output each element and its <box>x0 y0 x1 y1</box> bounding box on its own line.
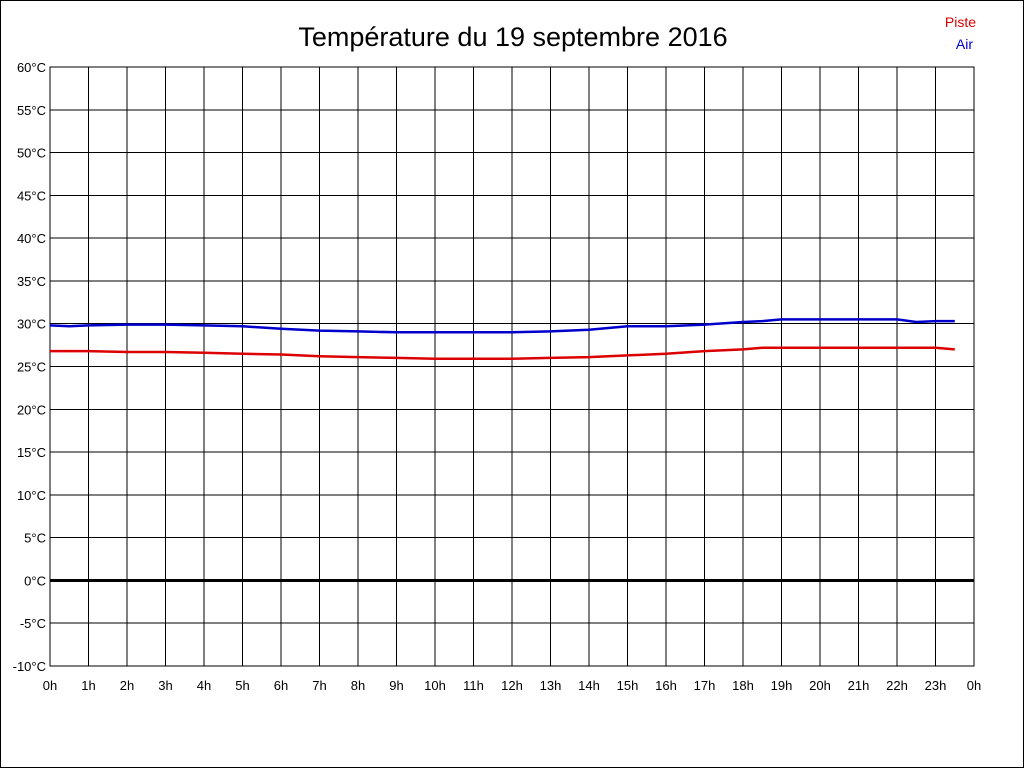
y-tick-label: 50°C <box>17 146 46 161</box>
x-tick-label: 17h <box>694 678 716 693</box>
chart-grid <box>49 66 975 667</box>
x-tick-label: 12h <box>501 678 523 693</box>
x-tick-label: 5h <box>235 678 249 693</box>
x-tick-label: 7h <box>312 678 326 693</box>
x-tick-label: 19h <box>771 678 793 693</box>
y-tick-label: 20°C <box>17 402 46 417</box>
x-tick-label: 21h <box>848 678 870 693</box>
y-tick-label: 0°C <box>24 573 46 588</box>
x-tick-label: 18h <box>732 678 754 693</box>
y-tick-label: 60°C <box>17 60 46 75</box>
y-axis: 60°C 55°C 50°C 45°C 40°C 35°C 30°C 25°C 20°C 15°C… <box>13 60 46 674</box>
x-tick-label: 13h <box>540 678 562 693</box>
y-tick-label: 40°C <box>17 231 46 246</box>
y-tick-label: 10°C <box>17 488 46 503</box>
y-tick-label: 55°C <box>17 103 46 118</box>
x-tick-label: 20h <box>809 678 831 693</box>
series-layer <box>49 318 955 361</box>
x-tick-label: 10h <box>424 678 446 693</box>
y-tick-label: 35°C <box>17 274 46 289</box>
y-tick-label: 25°C <box>17 360 46 375</box>
x-tick-label: 0h <box>43 678 57 693</box>
legend-entry-piste: Piste <box>945 14 976 30</box>
y-tick-label: 30°C <box>17 317 46 332</box>
x-tick-label: 11h <box>463 678 484 693</box>
y-tick-label: -5°C <box>20 616 46 631</box>
x-tick-label: 2h <box>120 678 134 693</box>
y-tick-label: -10°C <box>13 659 46 674</box>
series-line-air <box>49 318 955 334</box>
plot-border <box>49 66 975 667</box>
y-tick-label: 45°C <box>17 188 46 203</box>
x-tick-label: 16h <box>655 678 677 693</box>
series-line-piste <box>50 346 955 361</box>
y-tick-label: 5°C <box>24 531 46 546</box>
x-axis: 0h 1h 2h 3h 4h 5h 6h 7h 8h 9h 10h 11h 12h 13h 14h 15h 16… <box>43 678 981 693</box>
x-tick-label: 23h <box>925 678 947 693</box>
x-tick-label: 8h <box>351 678 365 693</box>
x-tick-label: 0h <box>967 678 981 693</box>
legend-entry-air: Air <box>956 36 973 52</box>
chart-title: Température du 19 septembre 2016 <box>298 22 727 52</box>
x-tick-label: 15h <box>617 678 639 693</box>
x-tick-label: 6h <box>274 678 288 693</box>
x-tick-label: 3h <box>158 678 172 693</box>
x-tick-label: 22h <box>886 678 908 693</box>
x-tick-label: 1h <box>81 678 95 693</box>
x-tick-label: 9h <box>389 678 403 693</box>
legend: Piste Air <box>945 14 976 52</box>
x-tick-label: 4h <box>197 678 211 693</box>
y-tick-label: 15°C <box>17 445 46 460</box>
x-tick-label: 14h <box>578 678 600 693</box>
